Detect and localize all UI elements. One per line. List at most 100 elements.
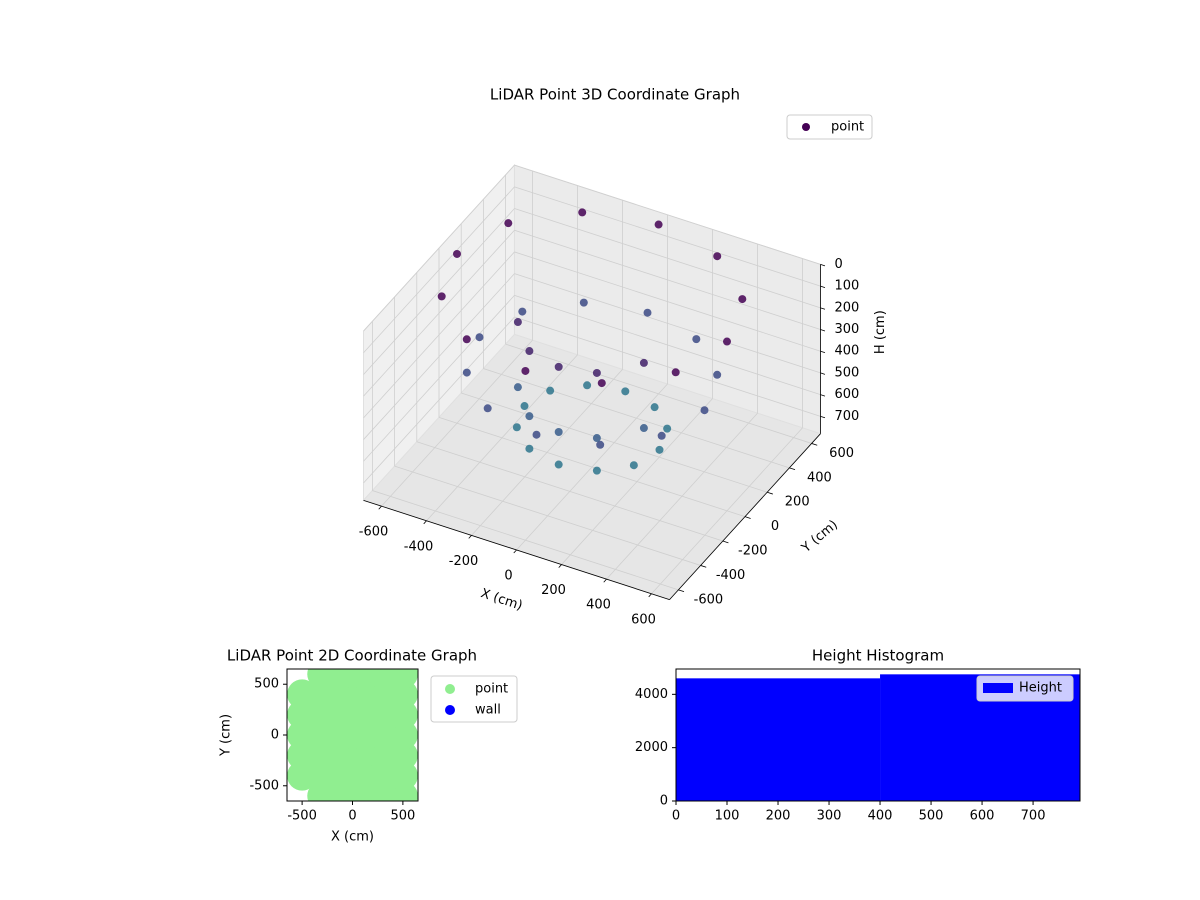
y-tick-label: 0: [771, 519, 779, 534]
z-tick-label: 500: [834, 365, 859, 380]
y-tick-label: 0: [271, 728, 279, 743]
y-tick-label: 500: [254, 677, 279, 692]
point: [554, 362, 563, 371]
tick-mark: [678, 589, 685, 593]
point: [579, 298, 588, 307]
y-tick-label: -500: [249, 778, 279, 793]
tick-mark: [603, 578, 607, 583]
grid-line: [514, 316, 821, 417]
x-tick-label: 0: [348, 809, 356, 824]
point: [554, 427, 563, 436]
legend-marker: [445, 684, 455, 694]
plot-2d: point wall -500 0 500 -500 0 500 X (cm) Y (cm) LiD…: [219, 647, 518, 845]
x-axis: [363, 499, 670, 600]
y-axis: [669, 433, 821, 600]
x-tick-label: 0: [672, 809, 680, 824]
tick-mark: [468, 535, 472, 539]
tick-mark: [820, 372, 826, 375]
plot-3d: -600-400-2000200400600-600-400-200020040…: [359, 86, 888, 628]
tick-mark: [811, 443, 818, 446]
point: [513, 318, 522, 327]
y-tick-label: 0: [660, 794, 668, 809]
point: [650, 403, 659, 412]
point: [525, 412, 534, 421]
legend-box: [786, 114, 873, 140]
z-tick-label: 600: [834, 387, 859, 402]
point: [521, 366, 530, 375]
legend-marker: [802, 123, 810, 131]
point: [621, 387, 630, 396]
point: [639, 358, 648, 367]
point: [713, 370, 722, 379]
z-tick-label: 400: [834, 344, 859, 359]
point: [643, 308, 652, 317]
x-tick-label: 400: [586, 598, 611, 613]
point: [437, 292, 446, 301]
tick-mark: [767, 491, 773, 495]
point: [546, 386, 555, 395]
x-tick-label: 700: [1021, 809, 1046, 824]
point: [713, 252, 722, 261]
point: [512, 423, 521, 432]
tick-mark: [722, 540, 729, 544]
x-tick-label: 200: [541, 583, 566, 598]
chart-title: Height Histogram: [812, 647, 944, 665]
legend-label: point: [475, 682, 508, 697]
point: [657, 431, 666, 440]
x-tick-label: 500: [390, 809, 415, 824]
point: [525, 347, 534, 356]
tick-mark: [820, 394, 826, 397]
bar: [676, 678, 881, 801]
plot-area: [287, 669, 418, 801]
grid-line: [416, 441, 723, 542]
tick-mark: [423, 520, 427, 525]
x-tick-label: 600: [631, 612, 656, 627]
grid-line: [363, 273, 515, 440]
point: [692, 335, 701, 344]
tick-mark: [820, 350, 826, 354]
y-tick-label: 400: [807, 470, 832, 485]
tick-mark: [700, 565, 707, 568]
grid-line: [505, 343, 812, 444]
y-tick-label: -200: [738, 544, 768, 559]
point: [663, 424, 672, 433]
grid-line: [363, 208, 515, 375]
point: [654, 220, 663, 229]
tick-mark: [744, 516, 751, 519]
point: [639, 424, 648, 433]
tick-mark: [820, 329, 826, 332]
chart-title: LiDAR Point 2D Coordinate Graph: [227, 647, 477, 665]
tick-mark: [789, 467, 796, 471]
point: [513, 383, 522, 392]
x-tick-label: -400: [404, 539, 434, 554]
y-tick-label: 4000: [635, 687, 668, 702]
y-axis-label: Y (cm): [219, 714, 234, 757]
point: [578, 208, 587, 217]
grid-line: [461, 392, 768, 493]
z-tick-label: 0: [834, 257, 842, 272]
x-tick-label: 600: [970, 809, 995, 824]
point: [655, 445, 664, 454]
grid-line: [363, 295, 515, 462]
grid-line: [394, 465, 701, 566]
x-tick-label: 0: [504, 568, 512, 583]
legend-label: Height: [1019, 681, 1062, 696]
x-tick-label: 300: [817, 809, 842, 824]
tick-mark: [513, 549, 517, 554]
tick-mark: [558, 564, 562, 568]
point: [597, 379, 606, 388]
grid-line: [514, 229, 821, 330]
tick-mark: [648, 593, 652, 598]
grid-line: [363, 251, 515, 419]
legend-label: point: [831, 120, 864, 135]
z-tick-label: 200: [834, 300, 859, 315]
point: [504, 219, 513, 228]
y-tick-label: -400: [716, 568, 746, 583]
x-tick-label: 500: [919, 809, 944, 824]
plot-histogram: Height 0 100 200 300 400 500 600 700 0 2000 4000 Hei…: [635, 647, 1081, 824]
point: [738, 295, 747, 304]
point: [592, 466, 601, 475]
legend-label: wall: [475, 703, 501, 718]
point: [453, 249, 461, 258]
